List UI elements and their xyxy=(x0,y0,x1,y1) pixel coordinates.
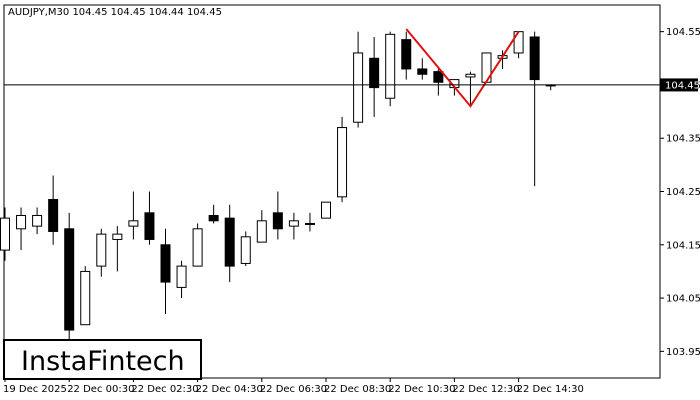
candle-body-bear xyxy=(369,57,380,89)
x-tick-label: 22 Dec 00:30 xyxy=(67,384,134,395)
current-price-badge: 104.45 xyxy=(660,78,700,92)
candle xyxy=(80,266,91,326)
candles-layer xyxy=(0,31,556,341)
candle-body-bear xyxy=(529,36,540,81)
candle xyxy=(208,204,219,224)
candle xyxy=(385,31,396,107)
y-tick-label: 104.15 xyxy=(666,240,700,251)
candle-body-bull xyxy=(16,214,27,230)
candle-body-bear xyxy=(64,228,75,331)
x-tick-label: 22 Dec 08:30 xyxy=(324,384,391,395)
candle xyxy=(433,68,444,96)
candle xyxy=(0,207,10,261)
candle-body-bull xyxy=(176,265,187,288)
candle xyxy=(240,231,251,267)
candle xyxy=(64,212,75,341)
logo-text: InstaFintech xyxy=(21,346,185,377)
candle-body-bear xyxy=(401,39,412,70)
y-tick-label: 103.95 xyxy=(666,347,700,358)
candle xyxy=(176,260,187,299)
x-tick-label: 22 Dec 04:30 xyxy=(196,384,263,395)
y-axis: 104.55 104.45 104.35 104.25 104.15 104.05 103.… xyxy=(660,27,700,358)
candle xyxy=(353,31,364,128)
candle-body-bull xyxy=(32,214,43,227)
y-tick-label: 104.55 xyxy=(666,27,700,38)
candle xyxy=(529,31,540,187)
y-tick-label: 104.25 xyxy=(666,187,700,198)
candle xyxy=(160,228,171,315)
candle xyxy=(96,228,107,277)
x-tick-label: 22 Dec 12:30 xyxy=(452,384,519,395)
candle-body-bull xyxy=(304,222,315,225)
logo-box xyxy=(3,339,202,380)
candle-body-bull xyxy=(112,233,123,240)
candle xyxy=(401,31,412,80)
candle-body-bear xyxy=(48,198,59,232)
candle-body-bull xyxy=(353,52,364,123)
candle-body-bull xyxy=(256,220,267,243)
candle xyxy=(16,207,27,251)
candle-body-bear xyxy=(272,212,283,230)
candle xyxy=(465,71,476,107)
y-tick-label: 104.35 xyxy=(666,134,700,145)
candle-body-bear xyxy=(417,68,428,75)
candle xyxy=(337,116,348,203)
candle xyxy=(369,36,380,117)
candle xyxy=(32,207,43,235)
candle xyxy=(304,212,315,232)
candle xyxy=(224,204,235,283)
candle-body-bull xyxy=(96,233,107,267)
candle-body-bull xyxy=(288,220,299,227)
candle-body-bull xyxy=(321,201,331,219)
candle-body-bull xyxy=(240,236,251,264)
candle xyxy=(321,201,331,219)
candle-body-bull xyxy=(192,228,203,267)
candle-body-bear xyxy=(208,214,219,222)
price-badge-label: 104.45 xyxy=(665,80,700,91)
x-tick-label: 19 Dec 2025 xyxy=(3,384,67,395)
double-top-pattern xyxy=(405,28,520,108)
x-tick-label: 22 Dec 10:30 xyxy=(388,384,455,395)
instafintech-logo: InstaFintech xyxy=(3,339,202,380)
x-tick-label: 22 Dec 02:30 xyxy=(131,384,198,395)
candle xyxy=(144,191,155,245)
price-badge-bg xyxy=(660,78,698,92)
candle xyxy=(256,210,267,243)
candle xyxy=(48,175,59,245)
candle-body-bull xyxy=(0,217,10,251)
candle-body-bear xyxy=(224,217,235,267)
candle xyxy=(192,223,203,267)
y-tick-label: 104.05 xyxy=(666,294,700,305)
candle-body-bear xyxy=(160,244,171,283)
candle-body-bull xyxy=(80,270,91,326)
x-tick-label: 22 Dec 14:30 xyxy=(517,384,584,395)
pattern-line xyxy=(405,28,520,108)
candle xyxy=(288,212,299,240)
plot-area xyxy=(3,4,661,379)
candle xyxy=(417,58,428,80)
candle xyxy=(272,191,283,240)
plot-frame xyxy=(3,4,661,379)
candle-body-bear xyxy=(144,212,155,240)
candle-body-bull xyxy=(337,127,348,198)
candle-body-bull xyxy=(465,73,476,78)
candle-body-bull xyxy=(385,33,396,99)
x-tick-label: 22 Dec 06:30 xyxy=(260,384,327,395)
candle-body-bear xyxy=(433,71,444,83)
candle xyxy=(112,226,123,272)
candle-body-bull xyxy=(128,220,139,227)
chart-title: AUDJPY,M30 104.45 104.45 104.44 104.45 xyxy=(8,7,222,18)
candle xyxy=(128,191,139,240)
